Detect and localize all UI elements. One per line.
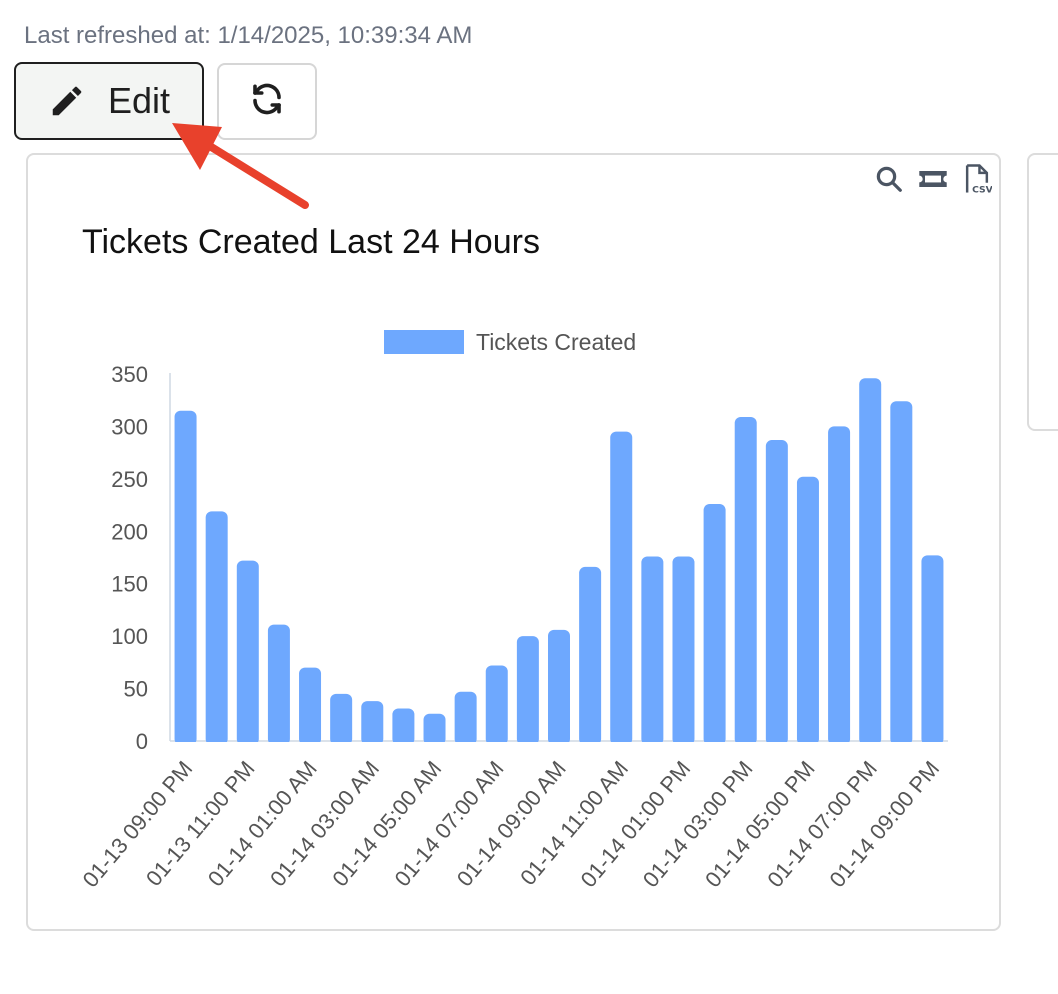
y-tick-label: 100: [111, 624, 148, 649]
y-tick-label: 350: [111, 362, 148, 387]
bar[interactable]: [516, 636, 539, 745]
y-tick-label: 0: [136, 729, 148, 754]
x-tick-label: 01-14 03:00 PM: [638, 756, 758, 892]
y-tick-label: 300: [111, 414, 148, 439]
y-tick-label: 250: [111, 467, 148, 492]
bar[interactable]: [579, 566, 602, 745]
x-tick-label: 01-14 07:00 PM: [762, 756, 882, 892]
edit-button[interactable]: Edit: [14, 62, 204, 140]
y-tick-label: 150: [111, 572, 148, 597]
bar[interactable]: [423, 713, 446, 745]
bar[interactable]: [267, 624, 290, 745]
bar[interactable]: [454, 691, 477, 745]
chart-legend[interactable]: Tickets Created: [384, 329, 636, 355]
x-tick-label: 01-14 11:00 AM: [515, 756, 633, 890]
bar[interactable]: [890, 401, 913, 745]
refresh-button[interactable]: [217, 63, 317, 140]
search-icon[interactable]: [873, 163, 905, 195]
bar[interactable]: [796, 476, 819, 745]
bar[interactable]: [734, 416, 757, 745]
bar[interactable]: [672, 556, 695, 745]
bar[interactable]: [174, 410, 197, 745]
x-tick-label: 01-14 05:00 PM: [700, 756, 820, 892]
adjacent-card: [1027, 153, 1058, 431]
bar[interactable]: [703, 504, 726, 745]
ticket-icon[interactable]: [917, 163, 949, 195]
legend-swatch: [384, 330, 464, 354]
bar[interactable]: [361, 701, 384, 745]
bar[interactable]: [485, 665, 508, 745]
bar[interactable]: [236, 560, 259, 745]
chart-toolbar: CSV: [873, 163, 993, 195]
bar[interactable]: [299, 667, 322, 745]
annotation-arrow: [172, 123, 309, 209]
legend-label: Tickets Created: [476, 329, 636, 355]
bar-base-mask: [171, 742, 949, 748]
bar[interactable]: [921, 555, 944, 745]
bar[interactable]: [859, 378, 882, 745]
x-tick-label: 01-14 01:00 AM: [203, 756, 322, 891]
bar[interactable]: [610, 431, 633, 745]
x-tick-label: 01-14 07:00 AM: [390, 756, 509, 891]
x-tick-label: 01-14 01:00 PM: [576, 756, 696, 892]
x-tick-label: 01-14 03:00 AM: [265, 756, 384, 891]
bar[interactable]: [205, 511, 228, 745]
bar[interactable]: [828, 426, 851, 745]
bar[interactable]: [548, 629, 570, 745]
y-tick-label: 50: [124, 677, 148, 702]
x-tick-label: 01-14 09:00 AM: [452, 756, 571, 891]
x-tick-label: 01-13 09:00 PM: [78, 756, 198, 892]
csv-file-icon[interactable]: CSV: [961, 163, 993, 195]
x-tick-label: 01-14 09:00 PM: [824, 756, 944, 892]
pencil-icon: [48, 82, 86, 120]
csv-label: CSV: [972, 185, 992, 195]
bar[interactable]: [641, 556, 664, 745]
last-refreshed-text: Last refreshed at: 1/14/2025, 10:39:34 A…: [24, 22, 473, 49]
refresh-icon: [249, 81, 285, 122]
chart-title: Tickets Created Last 24 Hours: [82, 223, 540, 261]
y-tick-label: 200: [111, 519, 148, 544]
bar[interactable]: [330, 693, 353, 745]
x-tick-label: 01-14 05:00 AM: [327, 756, 446, 891]
bar[interactable]: [765, 440, 788, 745]
edit-button-label: Edit: [107, 80, 171, 121]
bar[interactable]: [392, 708, 415, 745]
x-tick-label: 01-13 11:00 PM: [141, 756, 260, 891]
